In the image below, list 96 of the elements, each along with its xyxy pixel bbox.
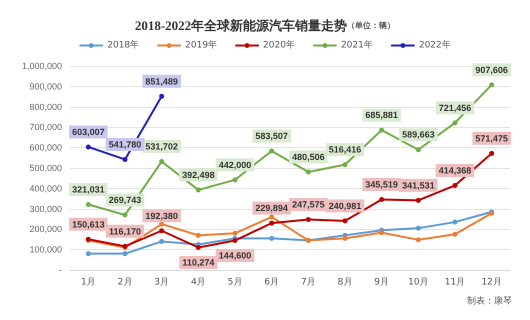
legend-label: 2020年 (263, 40, 295, 50)
y-tick-label: - (59, 265, 62, 275)
point (452, 232, 458, 237)
data-label: 583,507 (255, 130, 288, 141)
data-label: 229,894 (255, 203, 288, 214)
point (159, 94, 164, 99)
data-label: 603,007 (72, 126, 105, 137)
data-label: 531,702 (145, 142, 178, 152)
point (159, 238, 164, 244)
data-label: 516,416 (328, 144, 362, 155)
point (122, 156, 128, 162)
point (232, 177, 238, 182)
point (122, 251, 128, 256)
point (196, 232, 201, 238)
data-label: 192,380 (145, 210, 178, 221)
x-tick-label: 7月 (300, 278, 316, 288)
data-label: 247,575 (292, 199, 325, 210)
data-label: 589,663 (402, 130, 435, 140)
x-tick-label: 3月 (154, 278, 170, 288)
chart-subtitle: （单位：辆） (347, 21, 396, 30)
point (159, 159, 164, 164)
x-tick-label: 6月 (264, 278, 280, 288)
point (269, 220, 274, 226)
x-tick-label: 4月 (190, 278, 206, 288)
data-label: 321,031 (72, 184, 105, 195)
point (269, 214, 274, 220)
point (379, 197, 384, 202)
y-tick-label: 200,000 (29, 224, 62, 234)
y-tick-label: 500,000 (29, 163, 62, 173)
text: 制表：康琴 (467, 296, 512, 306)
data-label: 442,000 (218, 160, 252, 170)
point (269, 236, 274, 241)
point (416, 237, 421, 242)
x-tick-label: 8月 (338, 278, 352, 288)
y-tick-label: 1,000,000 (22, 61, 62, 71)
point (159, 228, 164, 234)
x-tick-label: 11月 (444, 278, 466, 288)
data-label: 150,613 (72, 219, 105, 230)
point (232, 230, 238, 236)
point (342, 218, 348, 224)
point (489, 82, 494, 88)
data-label: 685,881 (365, 110, 398, 120)
data-label: 110,274 (182, 258, 214, 268)
y-tick-label: 600,000 (29, 142, 62, 153)
data-label: 414,368 (438, 165, 472, 176)
point (342, 236, 348, 241)
point (196, 187, 201, 192)
point (86, 202, 91, 208)
y-tick-label: 900,000 (29, 81, 62, 92)
point (86, 144, 91, 150)
data-label: 480,506 (292, 152, 325, 162)
data-label: 345,519 (365, 180, 398, 190)
point (342, 162, 348, 168)
y-tick-label: 800,000 (29, 102, 62, 112)
data-label: 240,981 (328, 200, 362, 211)
point (452, 220, 458, 225)
y-tick-label: 100,000 (29, 244, 62, 255)
point (86, 251, 91, 256)
x-tick-label: 1月 (80, 278, 96, 288)
point (232, 238, 238, 243)
data-label: 541,780 (108, 139, 142, 150)
chart-title: 2018-2022年全球新能源汽车销量走势 (134, 18, 348, 33)
point (452, 120, 458, 126)
point (122, 212, 128, 218)
point (379, 230, 384, 236)
x-tick-label: 12月 (481, 278, 502, 288)
x-tick-label: 10月 (408, 278, 429, 288)
point (379, 128, 384, 133)
data-label: 116,170 (108, 226, 142, 236)
legend-label: 2021年 (340, 40, 373, 50)
data-label: 721,456 (438, 102, 472, 113)
point (489, 150, 494, 156)
data-label: 571,475 (475, 133, 508, 144)
x-tick-label: 5月 (228, 278, 242, 288)
x-tick-label: 2月 (118, 278, 132, 288)
point (306, 216, 311, 222)
x-tick-label: 9月 (374, 278, 390, 288)
data-label: 851,489 (145, 76, 178, 86)
y-tick-label: 300,000 (29, 204, 62, 214)
data-label: 907,606 (475, 64, 508, 75)
point (416, 147, 421, 152)
data-label: 269,743 (108, 194, 142, 205)
y-tick-label: 700,000 (29, 122, 62, 132)
point (416, 226, 421, 231)
point (416, 198, 421, 203)
point (196, 245, 201, 250)
legend-label: 2019年 (185, 40, 218, 50)
data-label: 341,531 (402, 180, 435, 190)
point (269, 148, 274, 154)
point (306, 169, 311, 174)
data-label: 144,600 (218, 250, 252, 260)
legend-label: 2018年 (107, 40, 140, 50)
data-label: 392,498 (182, 170, 215, 180)
y-tick-label: 400,000 (29, 183, 62, 194)
point (452, 182, 458, 188)
legend-label: 2022年 (418, 40, 451, 50)
